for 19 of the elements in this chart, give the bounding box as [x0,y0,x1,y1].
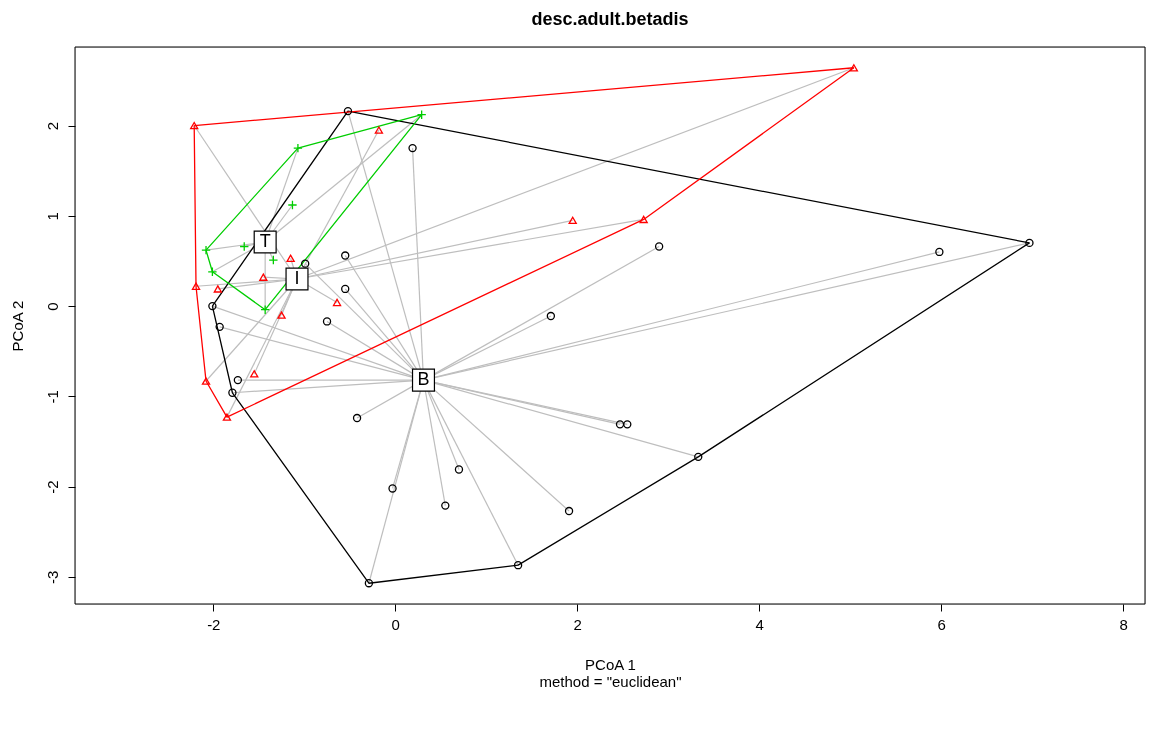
y-axis-title: PCoA 2 [8,300,26,352]
annotation: B [417,369,430,390]
chart-title: desc.adult.betadis [531,8,689,29]
x-tick-label: 2 [573,615,582,633]
x-tick-label: 8 [1119,615,1128,633]
y-tick-label: 1 [43,212,61,221]
y-tick-label: -2 [43,480,61,494]
x-tick-label: 6 [937,615,946,633]
x-tick-label: 0 [391,615,400,633]
y-tick-label: -3 [43,570,61,585]
x-axis-title: PCoA 1 [585,655,636,673]
y-tick-label: -1 [43,390,61,404]
x-tick-label: 4 [755,615,764,633]
x-tick-label: -2 [207,615,221,633]
y-tick-label: 0 [43,302,61,311]
annotation: T [259,231,271,251]
annotation: I [294,268,300,289]
y-tick-label: 2 [43,121,61,131]
text: method = "euclidean" [539,672,682,690]
